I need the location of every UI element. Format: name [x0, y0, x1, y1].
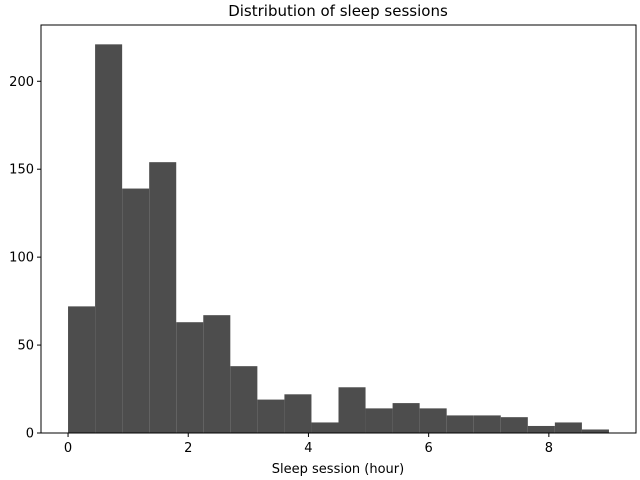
histogram-bar	[311, 422, 339, 433]
histogram-bar	[122, 188, 150, 433]
histogram-bar	[203, 315, 231, 433]
x-tick-label: 0	[64, 441, 72, 456]
histogram-bar	[68, 306, 96, 433]
histogram-bar	[365, 408, 393, 433]
histogram-bar	[527, 425, 555, 433]
histogram-bar	[554, 422, 582, 433]
plot-frame	[40, 24, 637, 434]
histogram-bar	[338, 387, 366, 433]
x-axis-label: Sleep session (hour)	[272, 462, 404, 477]
y-tick-label: 100	[9, 251, 34, 266]
y-axis-ticks: 0 50 100 150 200	[9, 75, 41, 442]
histogram-bar	[149, 162, 177, 433]
x-tick-label: 4	[304, 441, 312, 456]
histogram-bar	[284, 394, 312, 433]
y-tick-label: 150	[9, 163, 34, 178]
histogram-bar	[257, 399, 285, 433]
x-axis-ticks: 0 2 4 6 8	[64, 433, 553, 456]
y-tick-label: 0	[26, 427, 34, 442]
histogram-bar	[392, 403, 420, 433]
histogram-bar	[473, 415, 501, 433]
histogram-bar	[581, 429, 609, 433]
y-tick-label: 50	[17, 339, 34, 354]
histogram-bar	[95, 44, 123, 434]
histogram-bar	[500, 417, 528, 433]
histogram-bar	[230, 366, 258, 433]
x-tick-label: 8	[545, 441, 553, 456]
y-tick-label: 200	[9, 75, 34, 90]
x-tick-label: 6	[425, 441, 433, 456]
histogram-bar	[176, 322, 204, 433]
bars-group	[68, 44, 609, 434]
histogram-bar	[419, 408, 447, 433]
histogram-bar	[446, 415, 474, 433]
chart-title: Distribution of sleep sessions	[228, 2, 448, 20]
x-tick-label: 2	[184, 441, 192, 456]
